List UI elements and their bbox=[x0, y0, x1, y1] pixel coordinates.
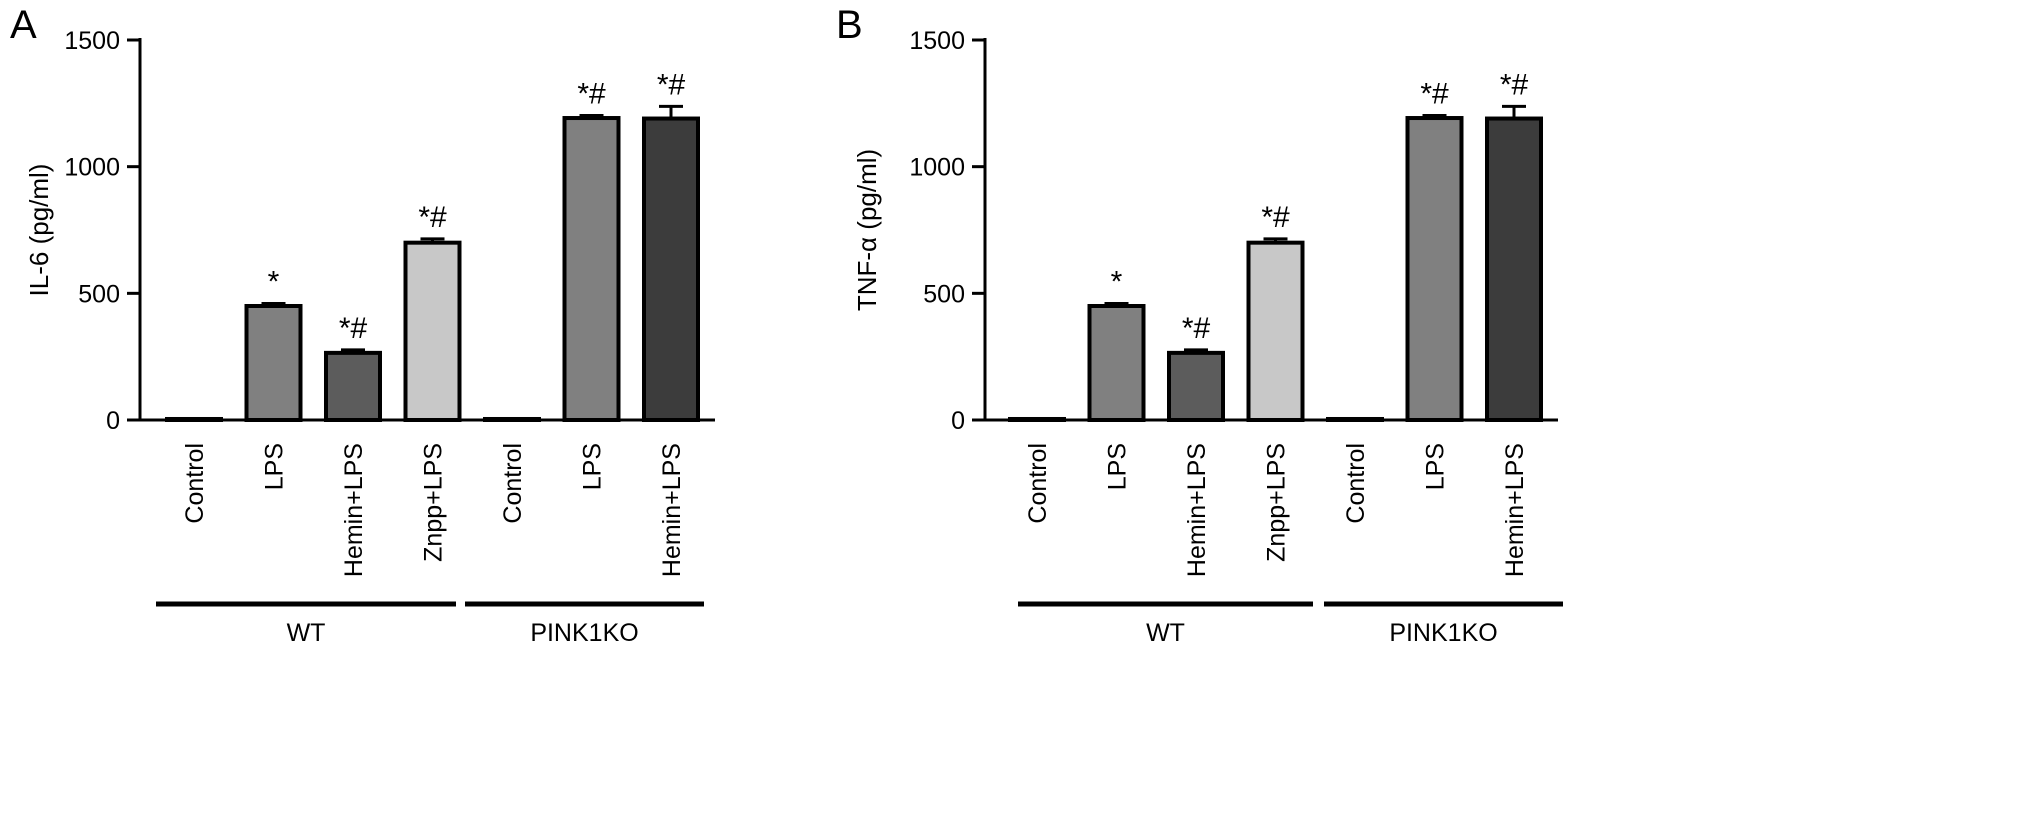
panel-b: B TNF-α (pg/ml) 0 500 1000 1500 Control * LPS *… bbox=[836, 3, 1563, 647]
y-tick-label: 0 bbox=[106, 407, 120, 435]
category-label: Hemin+LPS bbox=[658, 443, 686, 577]
panel-letter: B bbox=[836, 3, 863, 47]
category-label: LPS bbox=[579, 443, 607, 490]
bar bbox=[1167, 350, 1225, 422]
panel-a: A IL-6 (pg/ml) 0 500 1000 1500 Control * LPS *#… bbox=[10, 3, 715, 647]
category-label: Hemin+LPS bbox=[1501, 443, 1529, 577]
category-label: LPS bbox=[1422, 443, 1450, 490]
category-label: Control bbox=[1024, 443, 1052, 524]
group-label: PINK1KO bbox=[530, 619, 638, 647]
significance-label: *# bbox=[1420, 77, 1449, 110]
y-tick-label: 1000 bbox=[64, 154, 120, 182]
significance-label: * bbox=[1111, 265, 1123, 298]
bar bbox=[1405, 116, 1464, 422]
y-tick-label: 1500 bbox=[909, 27, 965, 55]
bar bbox=[1087, 304, 1146, 422]
group-label: WT bbox=[287, 619, 326, 647]
category-label: Znpp+LPS bbox=[420, 443, 448, 562]
y-tick-label: 0 bbox=[951, 407, 965, 435]
bar bbox=[1246, 240, 1305, 422]
bar bbox=[244, 304, 303, 422]
category-label: Znpp+LPS bbox=[1263, 443, 1291, 562]
category-label: Control bbox=[181, 443, 209, 524]
y-tick-label: 1000 bbox=[909, 154, 965, 182]
category-label: Control bbox=[1342, 443, 1370, 524]
significance-label: *# bbox=[1182, 312, 1211, 345]
y-axis-label: IL-6 (pg/ml) bbox=[24, 164, 54, 297]
group-label: WT bbox=[1146, 619, 1185, 647]
category-label: Hemin+LPS bbox=[1183, 443, 1211, 577]
category-label: Hemin+LPS bbox=[340, 443, 368, 577]
group-label: PINK1KO bbox=[1389, 619, 1497, 647]
significance-label: * bbox=[268, 265, 280, 298]
significance-label: *# bbox=[1500, 68, 1529, 101]
bar bbox=[642, 116, 700, 423]
y-axis-label: TNF-α (pg/ml) bbox=[852, 149, 882, 311]
bar bbox=[403, 240, 462, 422]
category-label: LPS bbox=[1104, 443, 1132, 490]
bar bbox=[1485, 116, 1543, 423]
significance-label: *# bbox=[1261, 201, 1290, 234]
bar bbox=[562, 116, 621, 422]
significance-label: *# bbox=[339, 312, 368, 345]
panel-letter: A bbox=[10, 3, 37, 47]
category-label: LPS bbox=[261, 443, 289, 490]
significance-label: *# bbox=[418, 201, 447, 234]
significance-label: *# bbox=[577, 77, 606, 110]
y-tick-label: 500 bbox=[923, 280, 965, 308]
y-tick-label: 1500 bbox=[64, 27, 120, 55]
significance-label: *# bbox=[657, 68, 686, 101]
category-label: Control bbox=[499, 443, 527, 524]
bar bbox=[324, 350, 382, 422]
y-tick-label: 500 bbox=[78, 280, 120, 308]
